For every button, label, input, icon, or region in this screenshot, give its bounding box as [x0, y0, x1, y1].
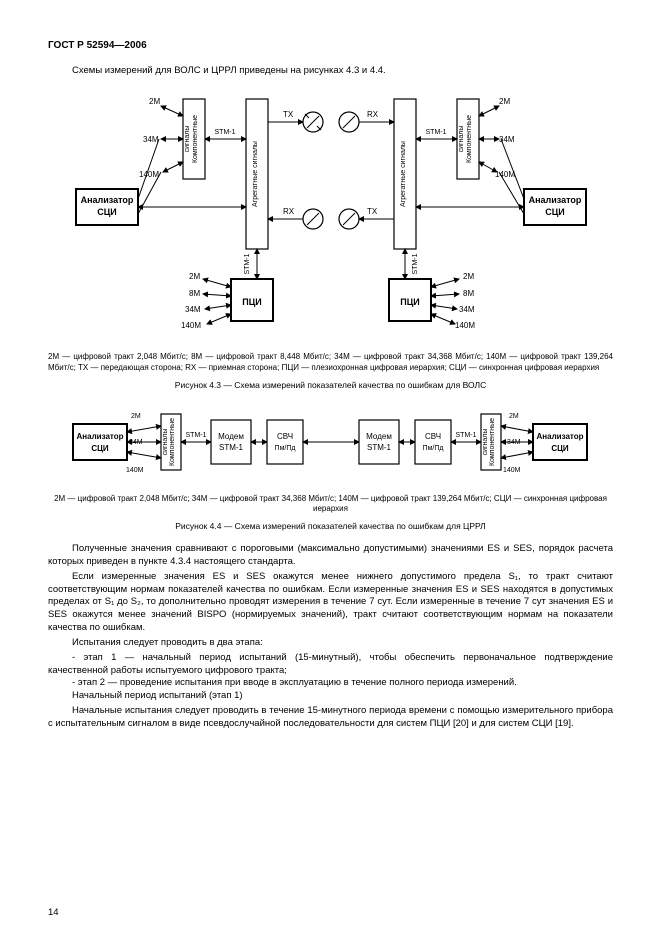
svg-text:140М: 140М	[495, 170, 515, 179]
svg-text:Пм/Пд: Пм/Пд	[422, 445, 443, 452]
section-title: Начальный период испытаний (этап 1)	[48, 690, 613, 703]
svg-text:34М: 34М	[143, 135, 159, 144]
svg-text:СЦИ: СЦИ	[551, 444, 569, 453]
svg-text:Анализатор: Анализатор	[76, 432, 123, 441]
page-number: 14	[48, 907, 59, 918]
paragraph-4: - этап 1 — начальный период испытаний (1…	[48, 652, 613, 678]
svg-text:140М: 140М	[126, 467, 144, 474]
svg-text:Анализатор: Анализатор	[536, 432, 583, 441]
svg-text:34М: 34М	[185, 305, 201, 314]
svg-text:8М: 8М	[463, 289, 474, 298]
svg-text:сигналы: сигналы	[482, 428, 489, 455]
svg-text:сигналы: сигналы	[458, 126, 465, 153]
paragraph-5: - этап 2 — проведение испытания при ввод…	[48, 677, 613, 690]
svg-text:2М: 2М	[189, 272, 200, 281]
svg-text:Компонентные: Компонентные	[466, 115, 473, 163]
svg-text:Агрегатные сигналы: Агрегатные сигналы	[400, 141, 407, 207]
svg-text:140М: 140М	[139, 170, 159, 179]
svg-text:2М: 2М	[463, 272, 474, 281]
figure-4-4-caption: Рисунок 4.4 — Схема измерений показателе…	[48, 521, 613, 531]
svg-text:8М: 8М	[189, 289, 200, 298]
svg-text:RX: RX	[367, 110, 379, 119]
svg-text:СВЧ: СВЧ	[276, 432, 292, 441]
paragraph-6: Начальные испытания следует проводить в …	[48, 705, 613, 731]
svg-text:Модем: Модем	[218, 432, 244, 441]
figure-4-3-caption: Рисунок 4.3 — Схема измерений показателе…	[48, 380, 613, 390]
svg-text:сигналы: сигналы	[184, 126, 191, 153]
svg-text:2М: 2М	[149, 97, 160, 106]
svg-text:TX: TX	[367, 207, 378, 216]
svg-text:СВЧ: СВЧ	[424, 432, 440, 441]
svg-text:STM-1: STM-1	[219, 443, 244, 452]
svg-text:ПЦИ: ПЦИ	[400, 297, 420, 307]
svg-text:2М: 2М	[509, 413, 519, 420]
figure-4-3: Анализатор СЦИ Компонентные сигналы 2М 3…	[71, 84, 591, 344]
body-text: Полученные значения сравнивают с порогов…	[48, 543, 613, 730]
svg-text:RX: RX	[283, 207, 295, 216]
figure-4-3-legend: 2М — цифровой тракт 2,048 Мбит/с; 8М — ц…	[48, 352, 613, 374]
gost-header: ГОСТ Р 52594—2006	[48, 40, 613, 51]
svg-text:Компонентные: Компонентные	[192, 115, 199, 163]
figure-4-4-legend: 2М — цифровой тракт 2,048 Мбит/с; 34М — …	[48, 494, 613, 516]
paragraph-2: Если измеренные значения ES и SES окажут…	[48, 571, 613, 635]
svg-text:СЦИ: СЦИ	[545, 207, 565, 217]
figure-4-4: Анализатор СЦИ 2М 34М 140М Компонентные …	[71, 402, 591, 486]
svg-text:STM-1: STM-1	[185, 432, 206, 439]
svg-text:Пм/Пд: Пм/Пд	[274, 445, 295, 452]
svg-text:STM-1: STM-1	[244, 253, 251, 274]
svg-text:34М: 34М	[459, 305, 475, 314]
paragraph-3: Испытания следует проводить в два этапа:	[48, 637, 613, 650]
svg-text:Компонентные: Компонентные	[169, 417, 176, 465]
svg-text:Анализатор: Анализатор	[528, 195, 581, 205]
svg-text:сигналы: сигналы	[162, 428, 169, 455]
svg-text:STM-1: STM-1	[367, 443, 392, 452]
svg-text:СЦИ: СЦИ	[91, 444, 109, 453]
intro-text: Схемы измерений для ВОЛС и ЦРРЛ приведен…	[48, 65, 613, 76]
svg-text:СЦИ: СЦИ	[97, 207, 117, 217]
svg-text:Анализатор: Анализатор	[80, 195, 133, 205]
svg-text:140М: 140М	[181, 321, 201, 330]
svg-text:140М: 140М	[503, 467, 521, 474]
svg-text:STM-1: STM-1	[455, 432, 476, 439]
svg-text:Агрегатные сигналы: Агрегатные сигналы	[252, 141, 259, 207]
svg-text:ПЦИ: ПЦИ	[242, 297, 262, 307]
svg-text:2М: 2М	[499, 97, 510, 106]
svg-text:2М: 2М	[131, 413, 141, 420]
svg-text:140М: 140М	[455, 321, 475, 330]
svg-text:STM-1: STM-1	[425, 129, 446, 136]
svg-text:STM-1: STM-1	[412, 253, 419, 274]
svg-text:TX: TX	[283, 110, 294, 119]
svg-text:STM-1: STM-1	[214, 129, 235, 136]
paragraph-1: Полученные значения сравнивают с порогов…	[48, 543, 613, 569]
svg-text:Модем: Модем	[366, 432, 392, 441]
document-page: ГОСТ Р 52594—2006 Схемы измерений для ВО…	[0, 0, 661, 936]
svg-text:Компонентные: Компонентные	[489, 417, 496, 465]
